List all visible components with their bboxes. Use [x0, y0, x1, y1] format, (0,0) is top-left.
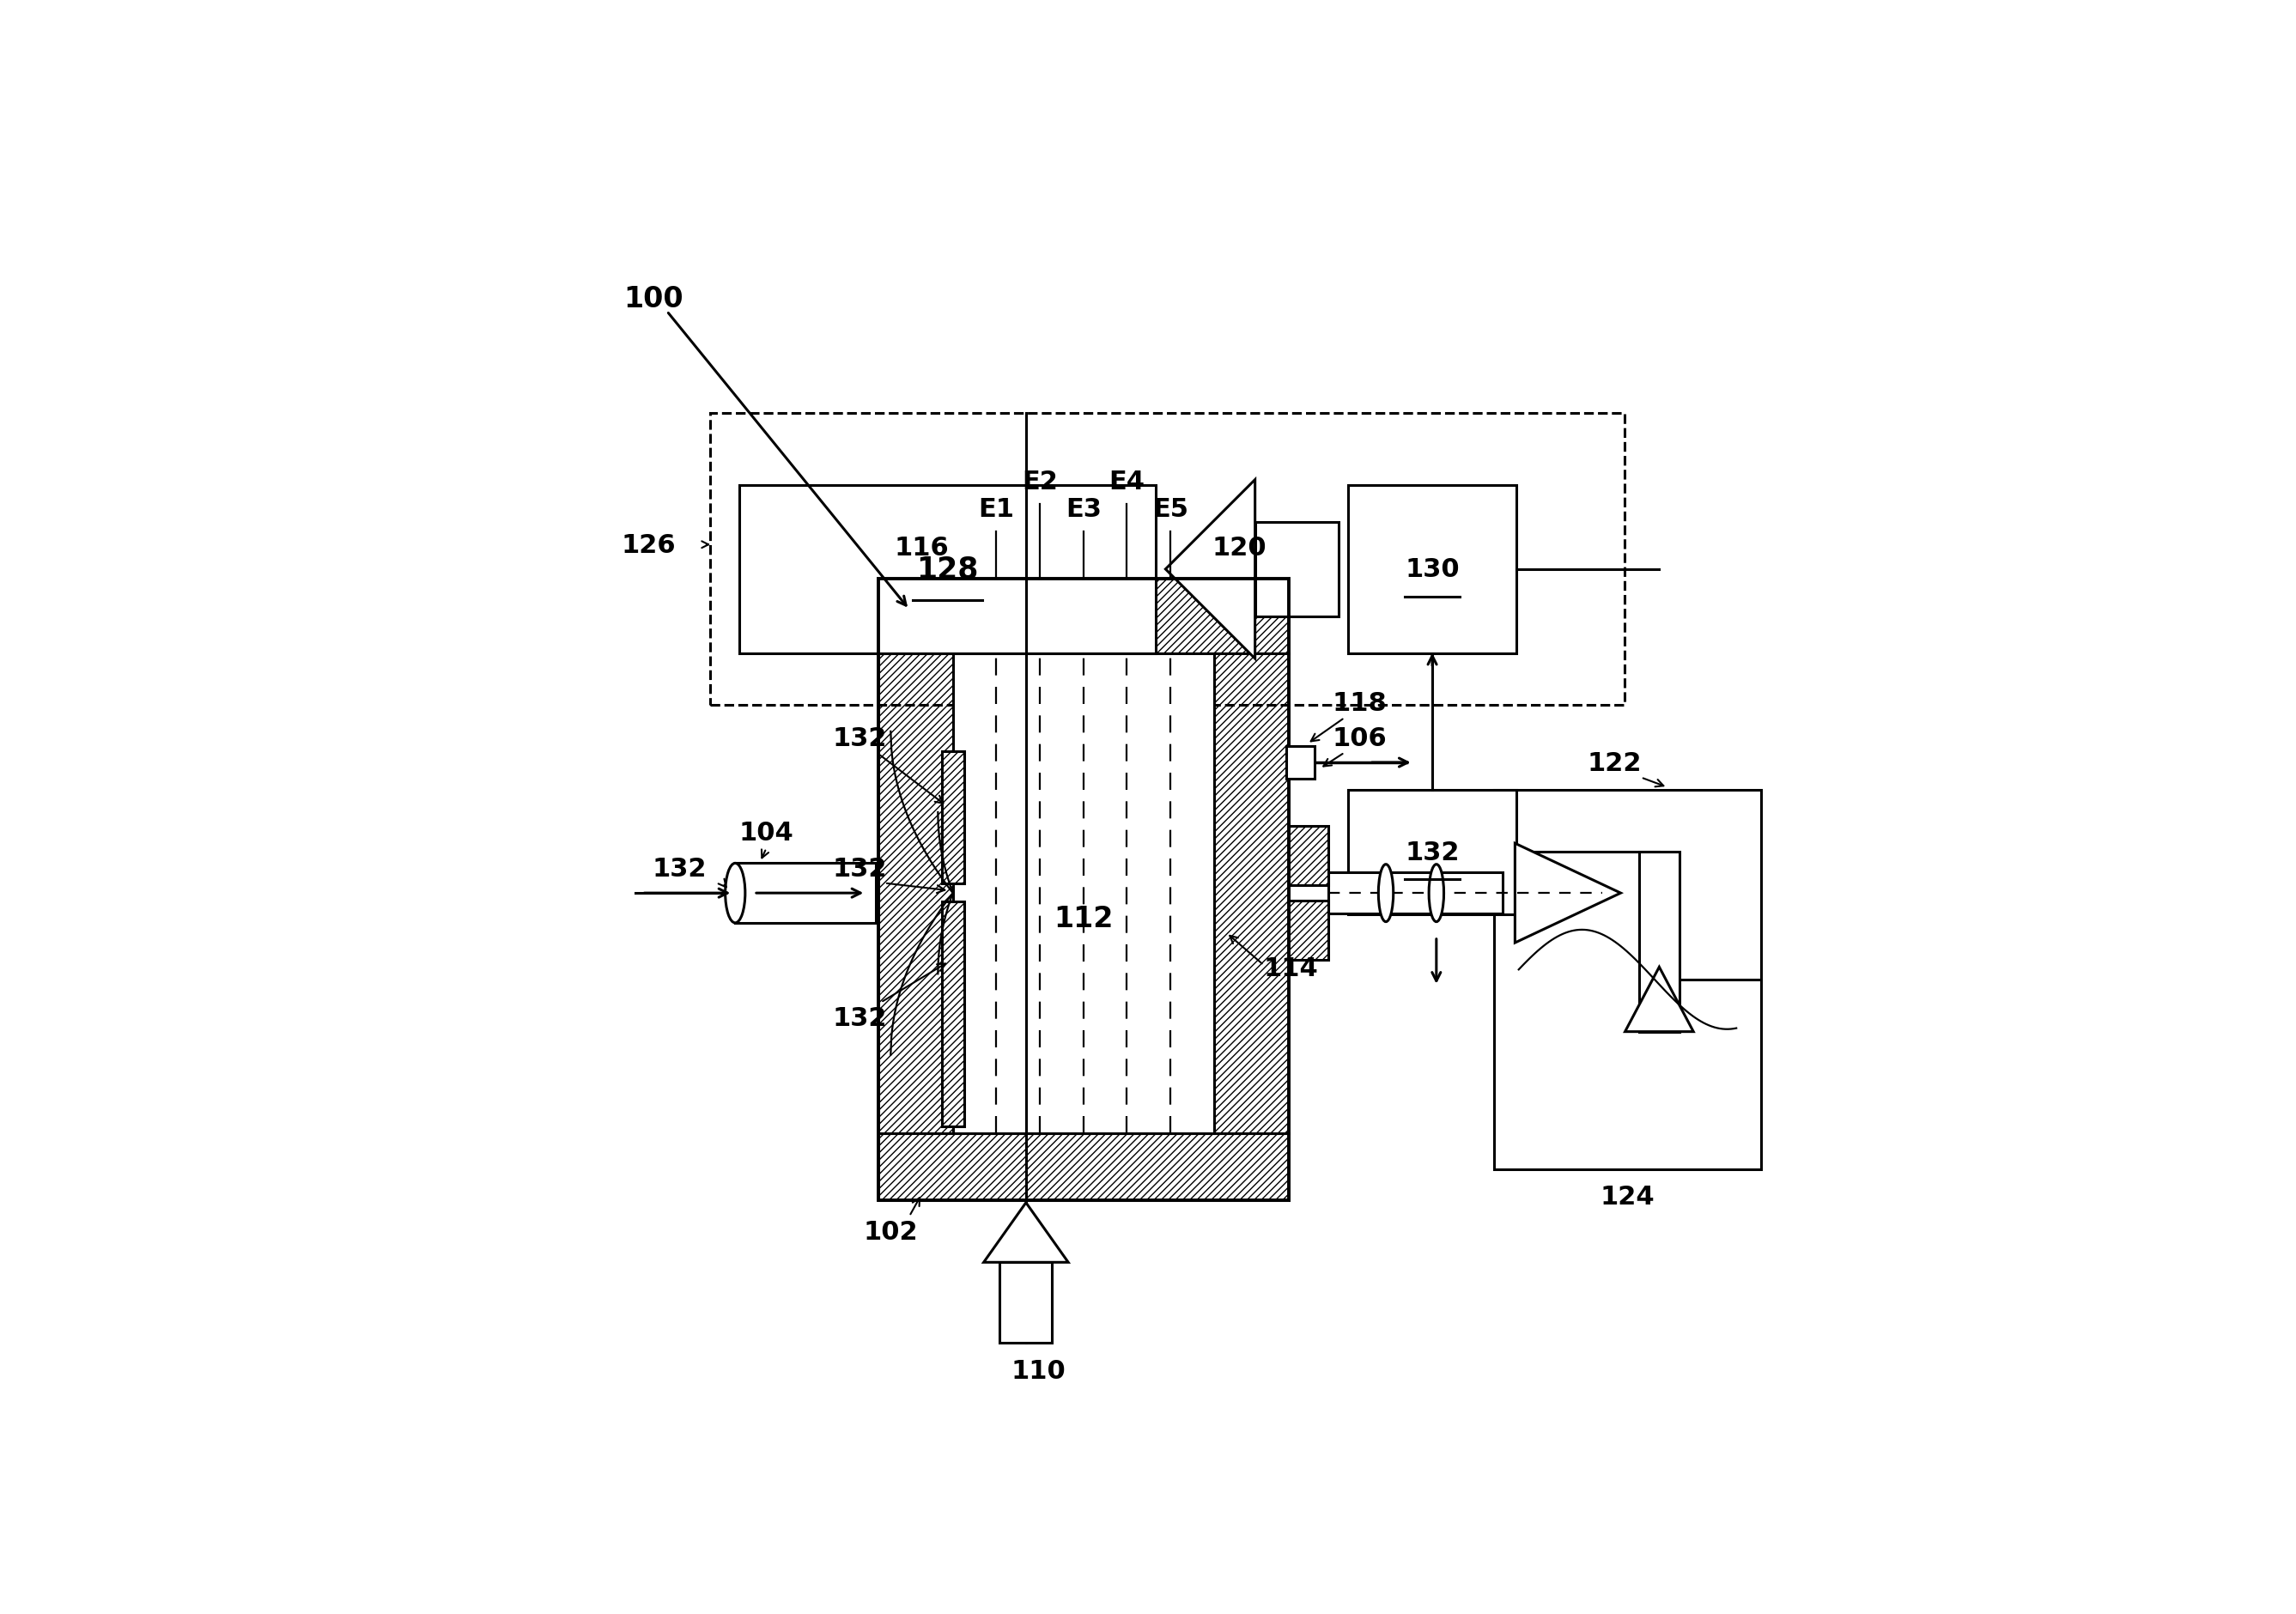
Text: 102: 102: [863, 1219, 918, 1244]
Text: E4: E4: [1109, 470, 1146, 494]
Text: 112: 112: [1054, 904, 1114, 933]
Bar: [879, 654, 953, 1133]
Text: 132: 132: [1405, 839, 1460, 865]
Text: E5: E5: [1153, 497, 1189, 521]
Text: 100: 100: [622, 286, 684, 313]
Text: E1: E1: [978, 497, 1015, 521]
Text: 122: 122: [1587, 751, 1642, 775]
Text: 130: 130: [1405, 557, 1460, 583]
Bar: [1639, 852, 1678, 1031]
Bar: [941, 902, 964, 1127]
Text: 132: 132: [833, 726, 886, 751]
Bar: [1288, 826, 1329, 886]
Text: 132: 132: [652, 855, 707, 881]
Text: 114: 114: [1263, 955, 1318, 980]
Polygon shape: [1515, 844, 1621, 943]
Bar: [1286, 747, 1316, 780]
Bar: [735, 863, 875, 923]
Bar: [709, 413, 1623, 705]
Bar: [879, 1133, 1288, 1201]
Bar: [1215, 654, 1288, 1133]
Text: 126: 126: [620, 533, 675, 557]
Text: 124: 124: [1600, 1185, 1655, 1209]
Bar: [1348, 486, 1515, 654]
Text: 116: 116: [895, 536, 948, 560]
Polygon shape: [1626, 967, 1694, 1031]
Ellipse shape: [1428, 865, 1444, 922]
Bar: [879, 579, 1288, 1201]
Bar: [999, 1262, 1052, 1343]
Text: E2: E2: [1022, 470, 1058, 494]
Text: 104: 104: [739, 820, 794, 844]
Ellipse shape: [726, 863, 746, 923]
Bar: [739, 486, 1155, 654]
Text: 110: 110: [1010, 1357, 1065, 1383]
Bar: [1329, 873, 1502, 914]
Polygon shape: [1166, 479, 1256, 659]
Text: 128: 128: [916, 555, 978, 584]
Bar: [1256, 523, 1339, 617]
Bar: [1348, 791, 1515, 915]
Polygon shape: [983, 1202, 1068, 1262]
Bar: [953, 654, 1215, 1133]
Text: 118: 118: [1332, 691, 1387, 715]
Bar: [1495, 791, 1761, 1169]
Bar: [941, 752, 964, 883]
Text: 132: 132: [833, 1006, 886, 1030]
Bar: [879, 579, 1288, 654]
Bar: [1288, 901, 1329, 960]
Text: E3: E3: [1065, 497, 1102, 521]
Ellipse shape: [1378, 865, 1394, 922]
Text: 120: 120: [1212, 536, 1267, 560]
Text: 106: 106: [1332, 726, 1387, 751]
Text: 132: 132: [833, 855, 886, 881]
